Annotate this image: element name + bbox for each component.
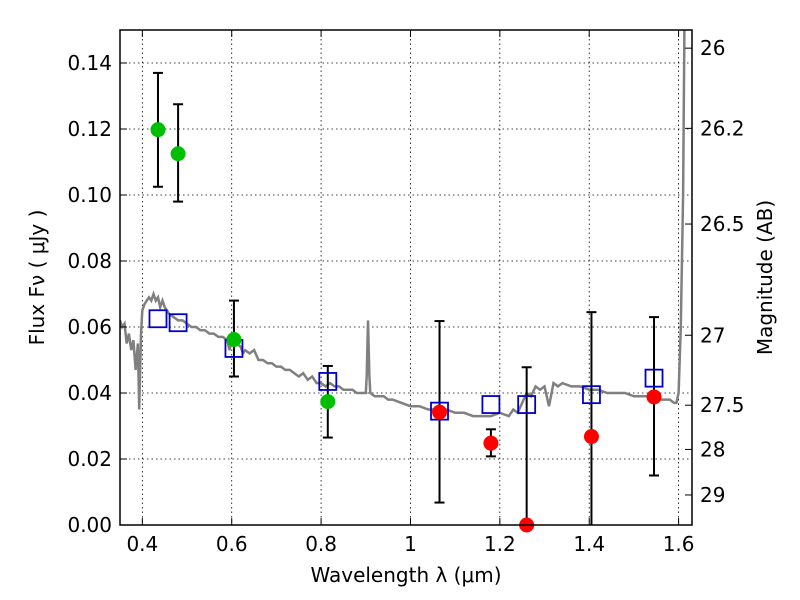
data-points [150, 122, 662, 533]
model-box [430, 401, 449, 421]
right-tick-label: 26.5 [700, 212, 745, 236]
y-tick-label: 0.04 [67, 381, 112, 405]
x-tick-label: 0.6 [216, 532, 248, 556]
plot-frame [119, 29, 693, 526]
model-box [582, 385, 601, 405]
sed-line [120, 30, 686, 418]
y-tick-label: 0.00 [67, 513, 112, 537]
model-boxes [148, 309, 664, 421]
x-tick-label: 0.8 [305, 532, 337, 556]
x-tick-label: 1 [404, 532, 417, 556]
upper-limit-point [483, 435, 499, 451]
upper-limit-point [432, 404, 448, 420]
x-tick-label: 1.6 [663, 532, 695, 556]
model-box [168, 313, 188, 333]
right-tick-label: 29 [700, 483, 725, 507]
right-tick-label: 26.2 [700, 116, 745, 140]
detection-point [226, 332, 242, 348]
grid-lines [120, 30, 692, 525]
x-tick-label: 1.2 [484, 532, 516, 556]
right-axis-label: Magnitude (AB) [753, 200, 777, 355]
y-tick-label: 0.02 [67, 447, 112, 471]
right-tick-label: 26 [700, 36, 725, 60]
axes [119, 29, 693, 526]
right-tick-label: 27.5 [700, 393, 745, 417]
y-tick-label: 0.10 [67, 183, 112, 207]
y-tick-label: 0.14 [67, 51, 112, 75]
model-box [517, 395, 537, 414]
upper-limit-point [646, 389, 662, 405]
detection-point [170, 146, 186, 162]
tick-labels: 0.4 0.6 0.8 1 1.2 1.4 1.6 0.00 0.02 0.04 0.06 0.08 0… [67, 36, 744, 556]
right-tick-label: 27 [700, 323, 725, 347]
y-tick-label: 0.06 [67, 315, 112, 339]
y-tick-label: 0.08 [67, 249, 112, 273]
x-axis-label: Wavelength λ (μm) [310, 563, 501, 587]
model-box [148, 309, 168, 329]
model-box [481, 395, 501, 414]
sed-model-line [120, 30, 686, 418]
upper-limit-point [583, 429, 599, 445]
x-tick-label: 0.4 [126, 532, 158, 556]
model-box [644, 368, 664, 388]
detection-point [320, 394, 336, 410]
right-tick-label: 28 [700, 437, 725, 461]
y-tick-label: 0.12 [67, 117, 112, 141]
y-axis-label: Flux Fν ( μJy ) [25, 210, 49, 346]
x-tick-label: 1.4 [573, 532, 605, 556]
model-box [318, 372, 338, 391]
detection-point [150, 122, 166, 138]
